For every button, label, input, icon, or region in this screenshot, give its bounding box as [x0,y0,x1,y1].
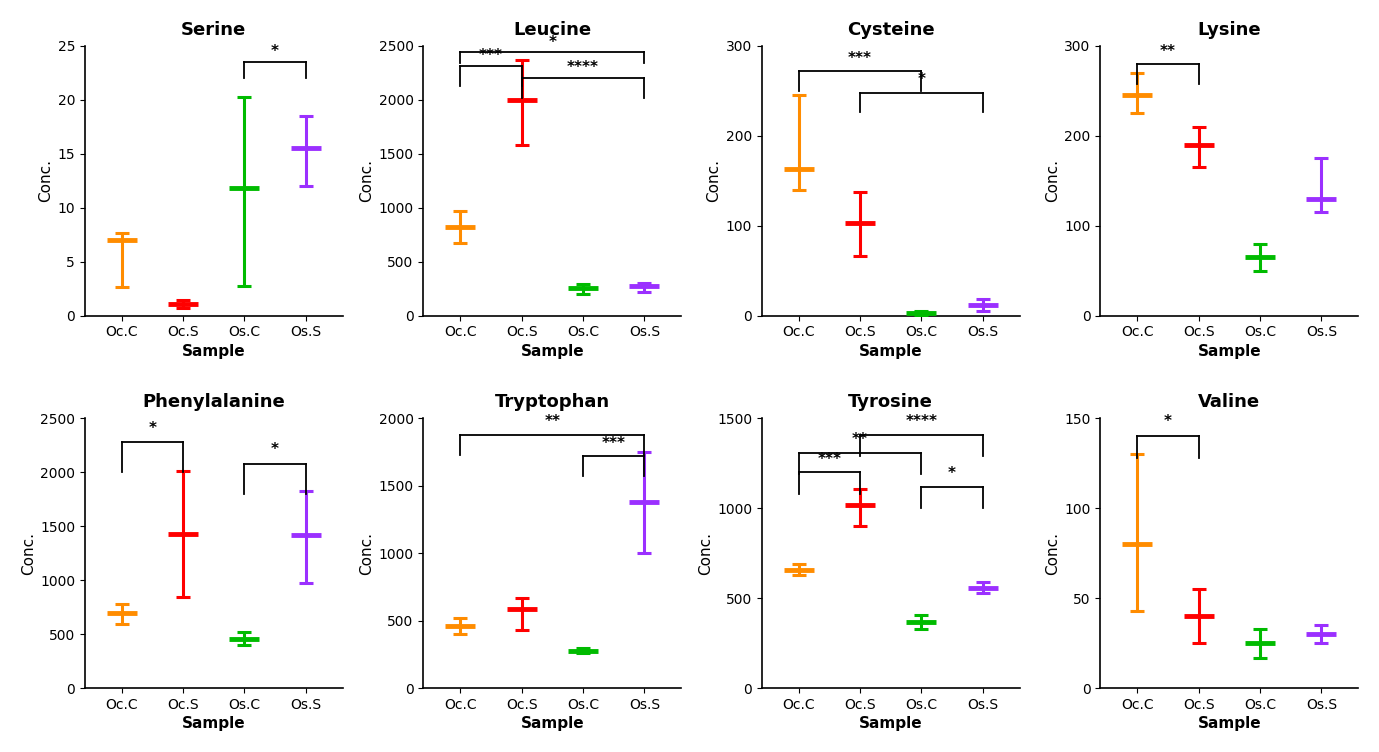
Text: ***: *** [479,48,503,63]
X-axis label: Sample: Sample [859,716,923,731]
Y-axis label: Conc.: Conc. [706,159,721,202]
Text: ***: *** [601,436,626,451]
Y-axis label: Conc.: Conc. [698,532,713,575]
Text: *: * [272,442,279,457]
Text: *: * [1164,414,1172,429]
Y-axis label: Conc.: Conc. [360,532,374,575]
Y-axis label: Conc.: Conc. [39,159,54,202]
X-axis label: Sample: Sample [520,716,585,731]
Y-axis label: Conc.: Conc. [1045,532,1060,575]
Text: ***: *** [818,452,841,467]
Text: **: ** [852,432,867,447]
Y-axis label: Conc.: Conc. [360,159,374,202]
X-axis label: Sample: Sample [520,344,585,359]
X-axis label: Sample: Sample [1197,716,1260,731]
Text: *: * [949,466,956,481]
Title: Lysine: Lysine [1197,21,1260,39]
Text: ****: **** [567,60,598,75]
Text: *: * [272,44,279,59]
X-axis label: Sample: Sample [182,344,245,359]
Text: *: * [917,72,925,87]
Text: ****: **** [906,414,938,429]
Title: Serine: Serine [181,21,247,39]
Text: ***: *** [848,50,872,65]
Text: *: * [549,35,556,50]
Text: *: * [149,420,156,435]
Title: Leucine: Leucine [513,21,592,39]
Title: Phenylalanine: Phenylalanine [142,393,285,411]
Y-axis label: Conc.: Conc. [21,532,36,575]
Y-axis label: Conc.: Conc. [1045,159,1060,202]
Title: Valine: Valine [1198,393,1260,411]
X-axis label: Sample: Sample [182,716,245,731]
Text: **: ** [545,414,560,429]
Text: **: ** [1160,44,1176,59]
X-axis label: Sample: Sample [1197,344,1260,359]
Title: Tyrosine: Tyrosine [848,393,934,411]
Title: Tryptophan: Tryptophan [495,393,610,411]
Title: Cysteine: Cysteine [847,21,935,39]
X-axis label: Sample: Sample [859,344,923,359]
